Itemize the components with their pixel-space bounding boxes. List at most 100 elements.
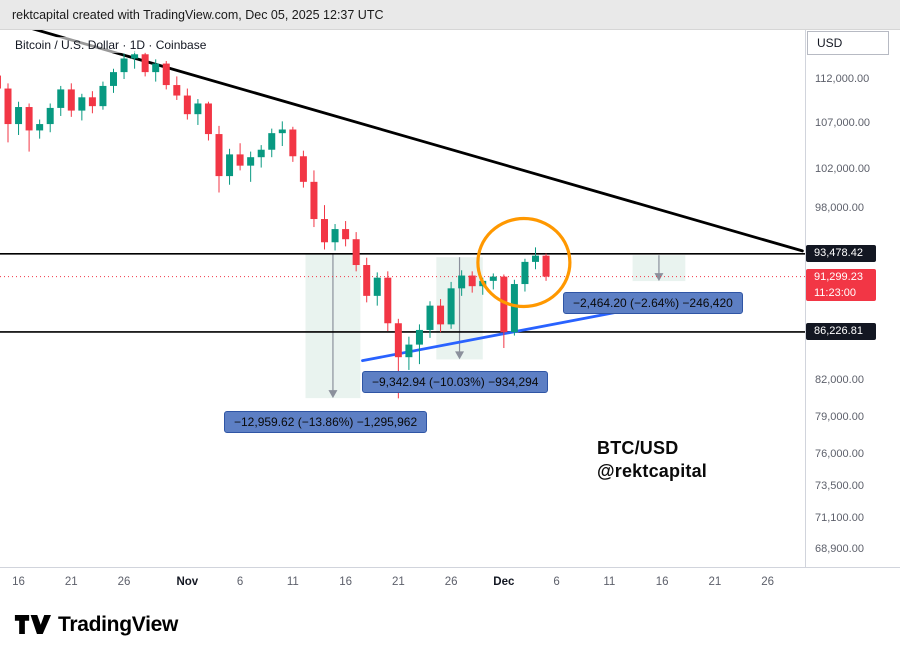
candle-body xyxy=(299,156,307,182)
candle-body xyxy=(415,329,423,345)
candle-body xyxy=(46,107,54,125)
time-tick-label: 6 xyxy=(236,576,244,588)
candle-body xyxy=(4,88,12,125)
measurement-label[interactable]: −9,342.94 (−10.03%) −934,294 xyxy=(362,371,549,393)
measurement-label[interactable]: −12,959.62 (−13.86%) −1,295,962 xyxy=(224,411,428,433)
time-tick-label: 11 xyxy=(286,576,299,588)
candle-body xyxy=(226,154,234,177)
last-price-badge: 91,299.23 11:23:00 xyxy=(806,268,876,301)
candle-body xyxy=(489,276,497,281)
candle-body xyxy=(437,305,445,325)
highlight-circle[interactable] xyxy=(476,216,572,309)
measurement-arrowhead-icon xyxy=(455,351,465,360)
price-tick-label: 76,000.00 xyxy=(815,447,864,460)
price-tick-label: 73,500.00 xyxy=(815,480,864,493)
candle-body xyxy=(131,54,139,59)
chart-watermark: BTC/USD @rektcapital xyxy=(597,437,707,482)
candle-body xyxy=(310,181,318,220)
candle-body xyxy=(152,63,160,73)
symbol-legend[interactable]: Bitcoin / U.S. Dollar · 1D · Coinbase xyxy=(12,37,210,53)
candle-body xyxy=(278,129,286,134)
candle-body xyxy=(405,344,413,358)
candle-body xyxy=(458,275,466,289)
candle-body xyxy=(247,157,255,166)
candle-body xyxy=(183,95,191,115)
candle-body xyxy=(468,275,476,287)
price-axis[interactable]: USD 112,000.00 107,000.00 102,000.00 98,000… xyxy=(806,30,900,567)
time-tick-label: 16 xyxy=(12,576,25,588)
ascending-support-trendline[interactable] xyxy=(361,310,620,363)
candle-body xyxy=(141,54,149,73)
candle-body xyxy=(88,97,96,107)
candle-body xyxy=(110,72,117,86)
candle-body xyxy=(236,154,244,166)
candle-body xyxy=(173,85,181,96)
tradingview-wordmark: TradingView xyxy=(58,612,179,636)
candle-body xyxy=(426,305,434,330)
currency-selector[interactable]: USD xyxy=(807,31,889,55)
price-tick-label: 107,000.00 xyxy=(815,117,871,130)
time-tick-label: 11 xyxy=(603,576,616,588)
time-tick-label: 26 xyxy=(761,576,774,588)
candle-body xyxy=(194,103,202,115)
candle-body xyxy=(363,265,371,296)
time-tick-label: 21 xyxy=(708,576,722,588)
candle-body xyxy=(352,239,360,266)
measurement-arrowhead-icon xyxy=(654,273,664,282)
candle-body xyxy=(289,129,297,157)
watermark-symbol: BTC/USD xyxy=(597,438,679,458)
price-chart-canvas[interactable] xyxy=(0,30,806,567)
candle-body xyxy=(373,277,381,296)
candle-body xyxy=(321,219,328,243)
time-tick-label: 21 xyxy=(64,576,78,588)
candle-body xyxy=(67,89,75,111)
price-tick-label: 68,900.00 xyxy=(815,542,864,555)
last-price-time: 11:23:00 xyxy=(814,286,857,299)
currency-label: USD xyxy=(817,36,843,50)
attribution-text: rektcapital created with TradingView.com… xyxy=(12,7,384,22)
time-tick-label: 16 xyxy=(339,576,352,588)
attribution-bar: rektcapital created with TradingView.com… xyxy=(0,0,900,30)
candle-body xyxy=(0,75,1,89)
candle-body xyxy=(521,261,529,285)
candle-body xyxy=(215,134,223,177)
time-tick-label: 26 xyxy=(444,576,458,588)
time-tick-label: 26 xyxy=(117,576,131,588)
watermark-handle: @rektcapital xyxy=(597,460,707,481)
candle-body xyxy=(394,323,402,358)
candle-body xyxy=(15,107,23,125)
time-tick-label: 16 xyxy=(655,576,669,588)
price-level-badge: 86,226.81 xyxy=(806,322,876,340)
time-axis[interactable]: 16 21 26 Nov 6 11 16 21 26 Dec 6 11 16 21 26 xyxy=(0,567,900,597)
candle-body xyxy=(331,229,339,243)
price-tick-label: 98,000.00 xyxy=(815,202,864,215)
candle-body xyxy=(78,97,86,111)
candle-body xyxy=(257,149,265,158)
price-tick-label: 71,100.00 xyxy=(815,512,864,525)
candle-body xyxy=(268,133,276,150)
chart-area[interactable]: Bitcoin / U.S. Dollar · 1D · Coinbase −1… xyxy=(0,30,806,567)
candle-body xyxy=(57,89,65,108)
candle-body xyxy=(500,276,508,333)
price-tick-label: 79,000.00 xyxy=(815,410,864,423)
candle-body xyxy=(162,63,170,86)
price-level-badge: 93,478.42 xyxy=(806,244,876,262)
candle-body xyxy=(510,284,518,333)
price-tick-label: 102,000.00 xyxy=(815,163,871,176)
candle-body xyxy=(25,107,33,131)
time-tick-label: Dec xyxy=(493,576,515,588)
candle-body xyxy=(204,103,212,135)
measurement-arrowhead-icon xyxy=(328,390,338,399)
time-tick-label: 21 xyxy=(391,576,405,588)
tradingview-logo-icon xyxy=(14,615,51,634)
price-tick-label: 112,000.00 xyxy=(815,73,870,85)
candle-body xyxy=(99,85,107,107)
measurement-label[interactable]: −2,464.20 (−2.64%) −246,420 xyxy=(563,292,743,314)
candle-body xyxy=(447,288,455,325)
price-tick-label: 82,000.00 xyxy=(815,374,864,387)
last-price-value: 91,299.23 xyxy=(814,270,863,283)
candle-body xyxy=(384,277,392,324)
candle-body xyxy=(542,255,550,277)
time-tick-label: Nov xyxy=(176,576,199,588)
footer: TradingView xyxy=(0,597,900,652)
